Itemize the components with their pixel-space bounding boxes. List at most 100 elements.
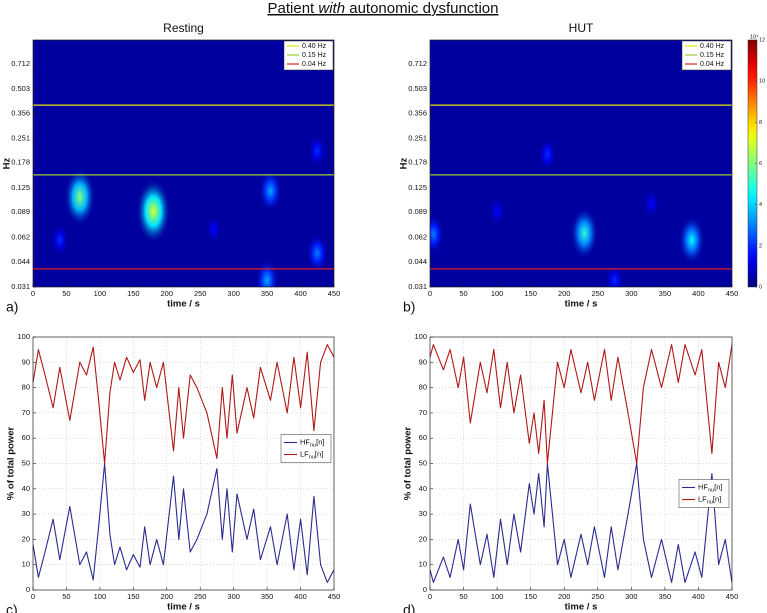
spectral-blob bbox=[605, 264, 624, 287]
x-tick-label: 300 bbox=[227, 289, 240, 298]
y-tick-label: 20 bbox=[22, 534, 30, 543]
colorbar-tick-label: 8 bbox=[759, 120, 762, 126]
legend-label: 0.40 Hz bbox=[302, 43, 327, 50]
legend-subscript: nu bbox=[707, 500, 713, 506]
x-tick-label: 0 bbox=[31, 592, 35, 601]
y-tick-label: 40 bbox=[22, 484, 30, 493]
plot-area bbox=[33, 337, 334, 590]
heatmap-background bbox=[33, 40, 334, 287]
x-tick-label: 400 bbox=[692, 289, 705, 298]
x-tick-label: 200 bbox=[161, 592, 174, 601]
plot-area bbox=[430, 337, 732, 590]
y-axis-label: % of total power bbox=[6, 427, 17, 501]
x-tick-label: 200 bbox=[558, 289, 571, 298]
y-tick-label: 0.089 bbox=[408, 207, 427, 216]
x-tick-label: 100 bbox=[491, 289, 504, 298]
x-tick-label: 250 bbox=[592, 289, 605, 298]
spectral-blob bbox=[306, 233, 329, 273]
legend-label: 0.04 Hz bbox=[302, 61, 327, 68]
title-part: autonomic dysfunction bbox=[345, 0, 498, 17]
legend-name: HF bbox=[698, 482, 708, 491]
legend-label: HFnu[n] bbox=[698, 482, 722, 493]
x-tick-label: 50 bbox=[459, 289, 467, 298]
legend-subscript: nu bbox=[309, 455, 315, 461]
spectral-blob bbox=[570, 207, 599, 260]
figure-title: Patient with autonomic dysfunction bbox=[268, 0, 499, 17]
panel-label: c) bbox=[6, 602, 18, 613]
y-tick-label: 70 bbox=[419, 408, 427, 417]
colorbar-tick-label: 6 bbox=[759, 161, 762, 167]
y-axis-label: % of total power bbox=[403, 427, 414, 501]
spectral-blob bbox=[255, 259, 279, 287]
x-tick-label: 300 bbox=[625, 289, 638, 298]
y-tick-label: 0.125 bbox=[408, 183, 427, 192]
y-tick-label: 80 bbox=[419, 383, 427, 392]
series-line bbox=[33, 462, 334, 583]
y-tick-label: 0.503 bbox=[408, 84, 427, 93]
spectral-blob bbox=[430, 214, 445, 254]
legend-subscript: nu bbox=[310, 443, 316, 449]
x-tick-label: 100 bbox=[491, 592, 504, 601]
y-tick-label: 0.503 bbox=[11, 84, 30, 93]
y-tick-label: 80 bbox=[22, 383, 30, 392]
x-tick-label: 450 bbox=[328, 592, 341, 601]
x-tick-label: 0 bbox=[31, 289, 35, 298]
y-tick-label: 0 bbox=[423, 585, 427, 594]
x-tick-label: 250 bbox=[592, 592, 605, 601]
colorbar-tick-label: 10 bbox=[759, 79, 765, 85]
y-tick-label: 10 bbox=[22, 560, 30, 569]
x-tick-label: 50 bbox=[62, 592, 70, 601]
y-tick-label: 0.178 bbox=[408, 158, 427, 167]
y-tick-label: 0.062 bbox=[408, 233, 427, 242]
spectral-blob bbox=[136, 178, 171, 244]
y-tick-label: 0.178 bbox=[11, 158, 30, 167]
y-tick-label: 0.031 bbox=[11, 282, 30, 291]
y-tick-label: 0.044 bbox=[11, 257, 30, 266]
spectral-blob bbox=[643, 188, 660, 219]
x-tick-label: 400 bbox=[692, 592, 705, 601]
y-tick-label: 20 bbox=[419, 534, 427, 543]
y-tick-label: 0.251 bbox=[11, 133, 30, 142]
axes-frame bbox=[32, 39, 335, 288]
legend-name: LF bbox=[300, 449, 309, 458]
series-line bbox=[33, 344, 334, 465]
spectral-blob bbox=[678, 215, 705, 265]
colorbar-label: 10⁴ bbox=[750, 33, 759, 40]
y-tick-label: 70 bbox=[22, 408, 30, 417]
plot-area bbox=[430, 40, 732, 287]
y-tick-label: 50 bbox=[419, 458, 427, 467]
y-tick-label: 0.251 bbox=[408, 133, 427, 142]
colorbar-tick-label: 2 bbox=[759, 243, 762, 249]
x-tick-label: 250 bbox=[194, 592, 207, 601]
x-tick-label: 0 bbox=[428, 289, 432, 298]
x-tick-label: 350 bbox=[261, 592, 274, 601]
x-tick-label: 100 bbox=[94, 289, 107, 298]
colorbar-tick-label: 0 bbox=[759, 284, 762, 290]
x-tick-label: 150 bbox=[127, 289, 140, 298]
x-tick-label: 300 bbox=[227, 592, 240, 601]
x-tick-label: 450 bbox=[726, 592, 739, 601]
panel-title: HUT bbox=[569, 21, 594, 35]
colorbar-tick-label: 4 bbox=[759, 202, 762, 208]
legend-suffix: [n] bbox=[315, 449, 323, 458]
legend-label: HFnu[n] bbox=[300, 437, 324, 448]
panel-label: a) bbox=[6, 299, 18, 315]
x-tick-label: 50 bbox=[62, 289, 70, 298]
y-tick-label: 0.125 bbox=[11, 183, 30, 192]
y-tick-label: 10 bbox=[419, 560, 427, 569]
y-tick-label: 90 bbox=[419, 357, 427, 366]
y-tick-label: 0.356 bbox=[11, 108, 30, 117]
axes-frame bbox=[429, 39, 733, 288]
y-tick-label: 0.712 bbox=[408, 59, 427, 68]
legend-label: 0.15 Hz bbox=[302, 52, 327, 59]
y-axis-label: Hz bbox=[2, 157, 13, 169]
x-axis-label: time / s bbox=[565, 602, 598, 613]
legend-suffix: [n] bbox=[714, 482, 722, 491]
y-tick-label: 0 bbox=[26, 585, 30, 594]
panel-title: Resting bbox=[163, 21, 204, 35]
series-line bbox=[430, 344, 732, 465]
spectral-blob bbox=[488, 196, 506, 227]
x-tick-label: 0 bbox=[428, 592, 432, 601]
x-axis-label: time / s bbox=[167, 602, 200, 613]
